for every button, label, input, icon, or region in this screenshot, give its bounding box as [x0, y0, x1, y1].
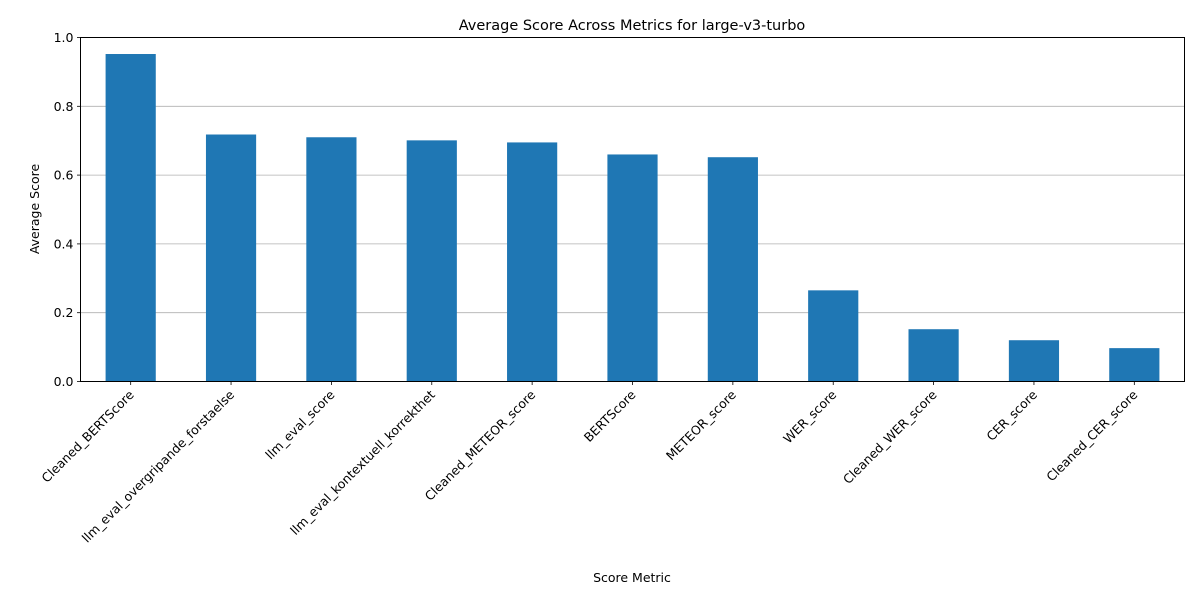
y-tick-label: 0.2	[54, 305, 74, 320]
x-tick-label: BERTScore	[581, 387, 639, 445]
bars	[105, 54, 1160, 382]
bar	[607, 154, 658, 382]
y-tick-label: 0.8	[54, 99, 74, 114]
bar	[707, 157, 758, 382]
bar	[406, 140, 457, 382]
chart-title: Average Score Across Metrics for large-v…	[459, 18, 806, 34]
bar	[908, 329, 959, 382]
y-tick-label: 1.0	[54, 30, 74, 45]
bar	[1109, 348, 1160, 382]
bar	[105, 54, 156, 382]
x-tick-label: Cleaned_CER_score	[1043, 387, 1140, 484]
bar	[306, 137, 357, 382]
x-axis-label: Score Metric	[593, 570, 671, 585]
bar	[808, 290, 859, 382]
y-tick-label: 0.6	[54, 168, 74, 183]
x-axis: Cleaned_BERTScorellm_eval_overgripande_f…	[38, 381, 1141, 545]
y-tick-label: 0.4	[54, 236, 74, 251]
x-tick-label: CER_score	[983, 387, 1040, 444]
y-axis: 0.0 0.2 0.4 0.6 0.8 1.0	[54, 30, 81, 389]
x-tick-label: Cleaned_METEOR_score	[422, 387, 539, 504]
bar	[205, 134, 257, 382]
bar	[1008, 340, 1060, 382]
y-axis-label: Average Score	[27, 164, 42, 255]
x-tick-label: Cleaned_BERTScore	[38, 387, 137, 486]
x-tick-label: Cleaned_WER_score	[840, 387, 940, 487]
y-tick-label: 0.0	[54, 374, 74, 389]
x-tick-label: METEOR_score	[663, 387, 739, 463]
bar	[507, 142, 558, 382]
x-tick-label: llm_eval_score	[262, 387, 337, 462]
x-tick-label: WER_score	[780, 387, 839, 446]
